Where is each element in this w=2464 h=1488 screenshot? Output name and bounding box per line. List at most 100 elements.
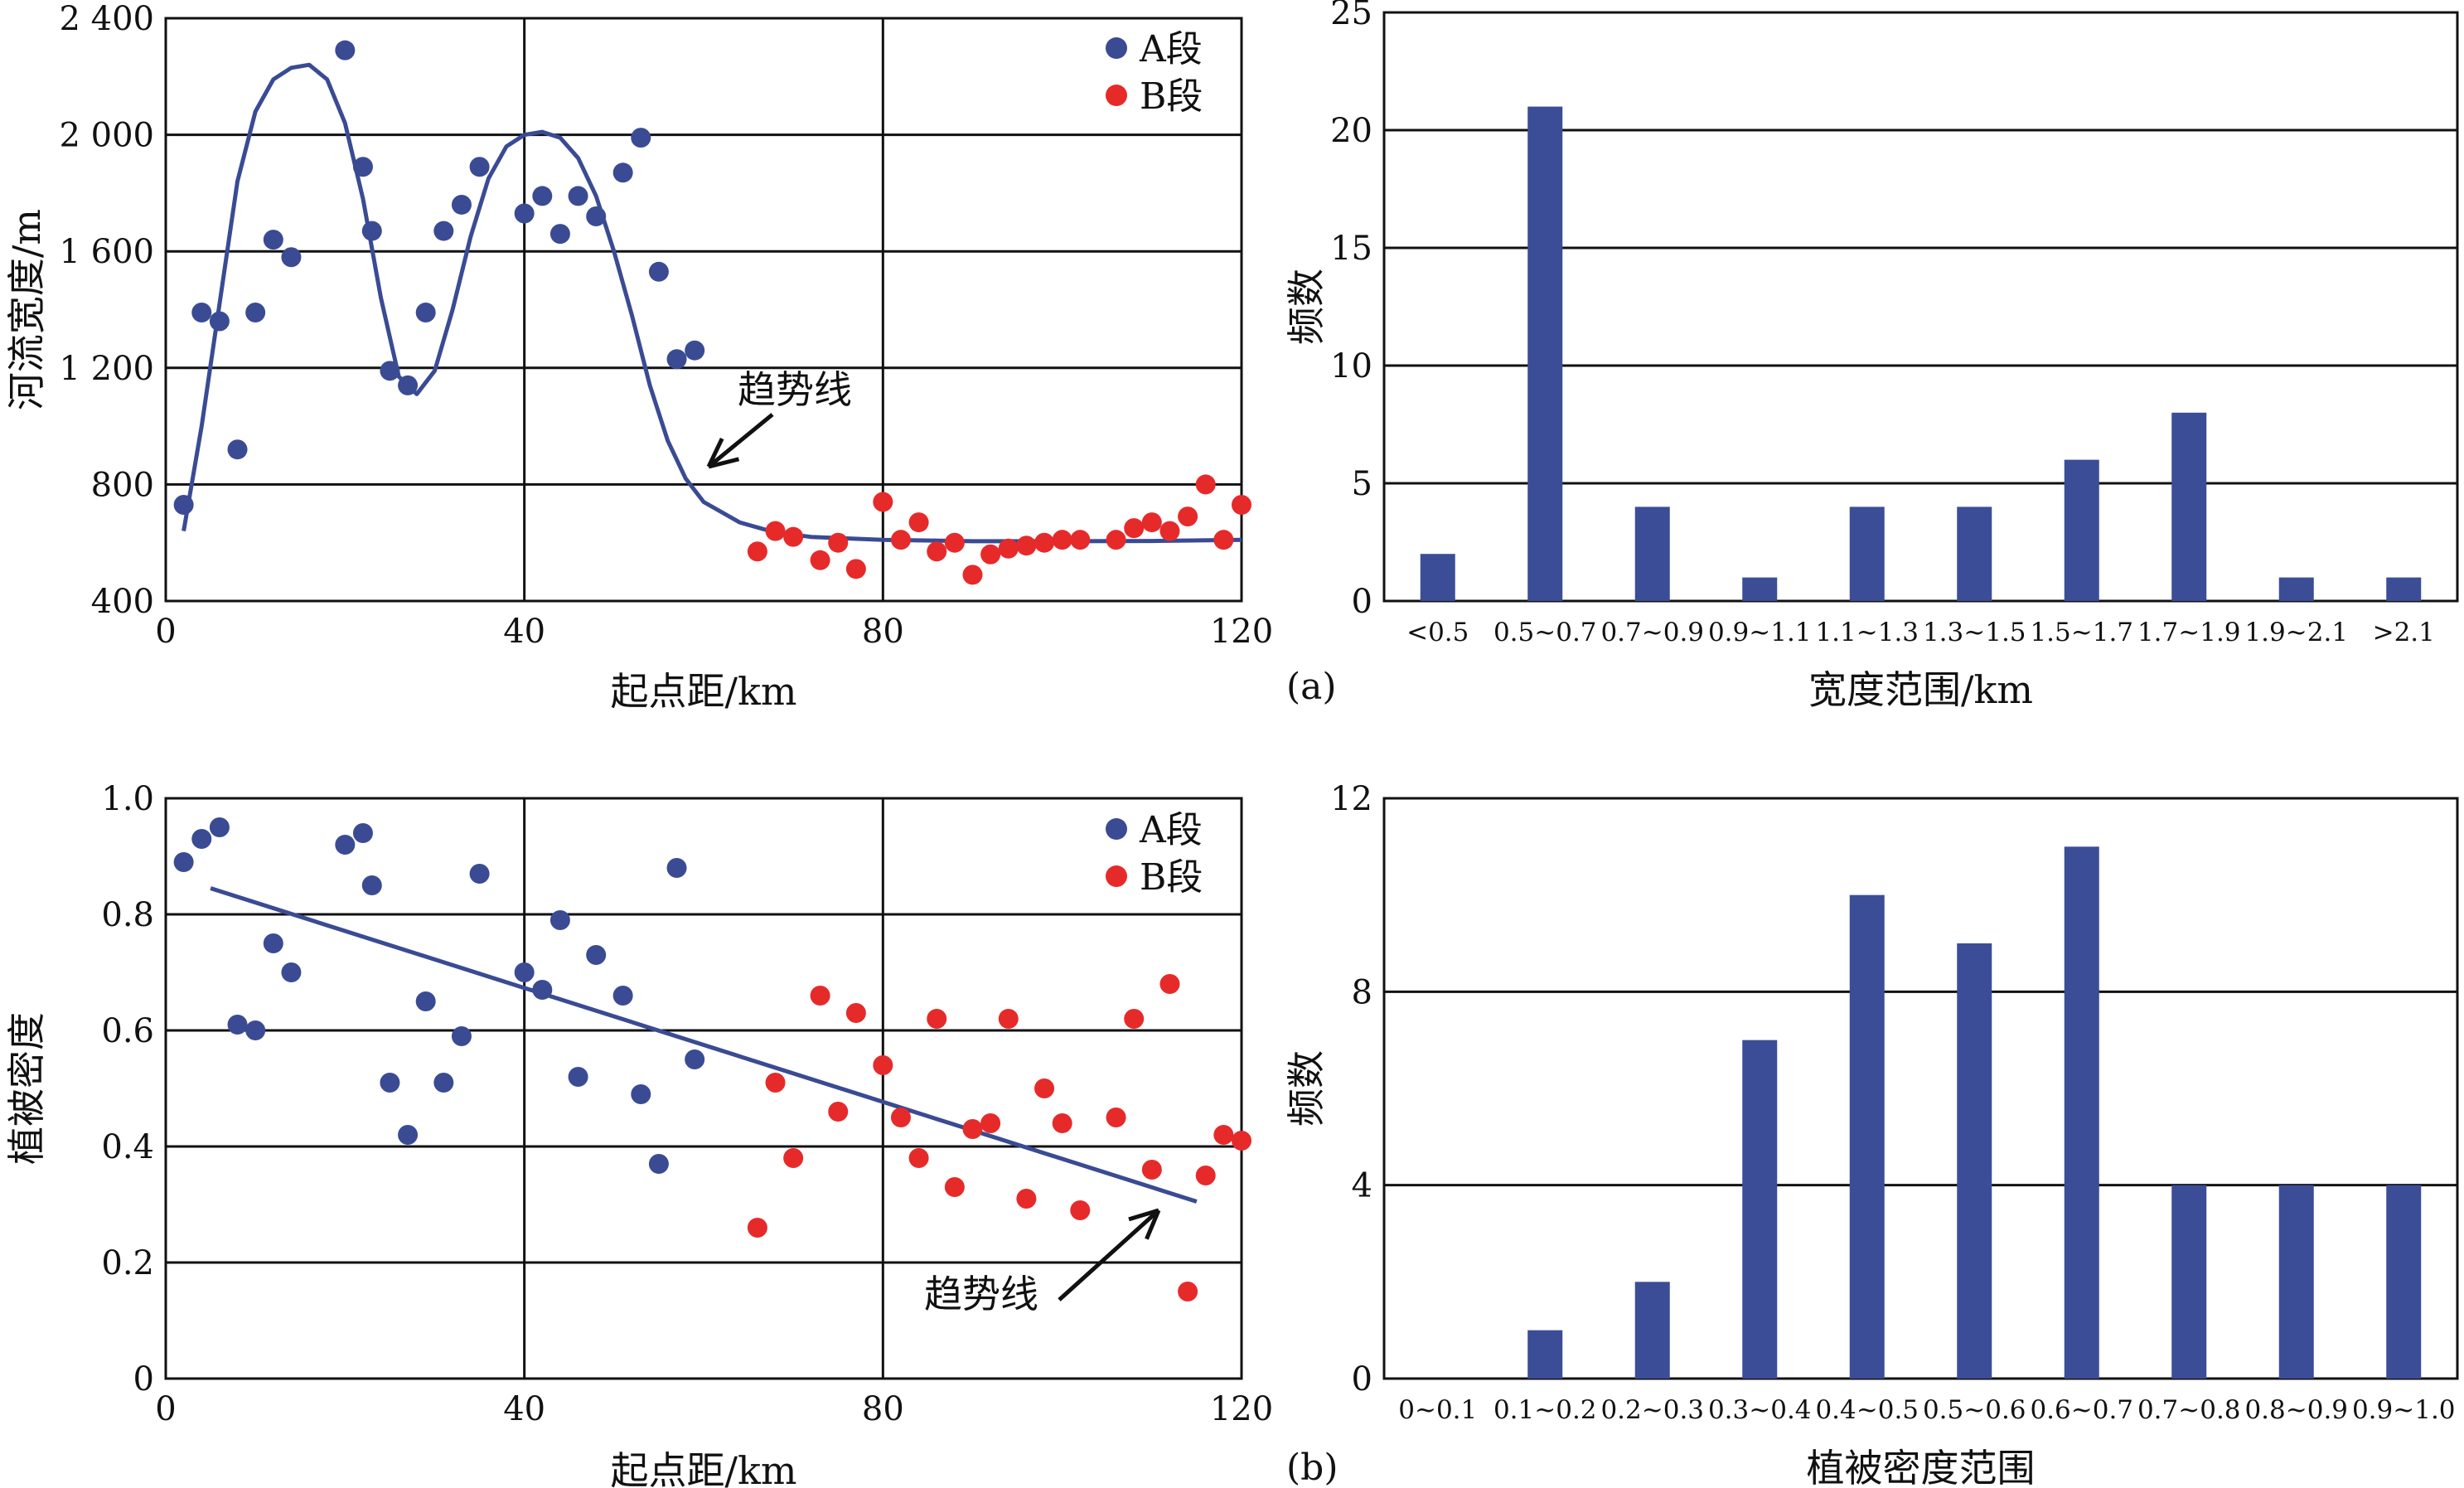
x-category-label: 0.6~0.7 [2030,1395,2133,1425]
x-category-label: 0.3~0.4 [1708,1395,1812,1425]
x-tick-label: 120 [1210,613,1273,651]
data-point-b [1141,1160,1162,1180]
data-point-b [980,544,1001,565]
histogram-bar [1527,106,1563,602]
x-tick-label: 80 [862,1390,904,1428]
panel-label-a: (a) [1286,666,1337,708]
y-tick-label: 0 [1352,583,1372,621]
legend-label-b: B段 [1140,856,1203,899]
data-point-b [783,526,804,547]
histogram-bar [1957,943,1992,1379]
data-point-a [173,495,194,516]
data-point-a [648,261,669,282]
data-point-b [845,1003,866,1023]
histogram-bar [2386,1185,2422,1379]
data-point-b [765,1073,786,1093]
data-point-a [335,40,356,61]
data-point-a [361,221,382,241]
data-point-b [873,492,893,512]
x-category-label: 1.3~1.5 [1923,618,2026,647]
histogram-bar [1527,1330,1563,1379]
y-tick-label: 10 [1330,347,1372,385]
x-category-label: >2.1 [2373,618,2435,647]
histogram-bar [2278,577,2314,601]
data-point-a [335,835,356,855]
y-tick-label: 0 [133,1360,154,1398]
data-point-b [1159,974,1180,994]
data-point-a [586,206,607,227]
data-point-a [631,1084,651,1104]
data-point-b [927,1009,947,1029]
data-point-a [352,823,373,843]
y-tick-label: 1.0 [101,780,154,818]
legend-label-b: B段 [1140,75,1203,118]
data-point-a [433,1073,454,1093]
data-point-a [415,303,436,323]
y-tick-label: 0.4 [101,1128,154,1166]
data-point-b [1195,1166,1216,1185]
y-tick-label: 25 [1330,0,1372,32]
histogram-bar [2064,846,2099,1379]
x-tick-label: 0 [155,1390,176,1428]
x-axis-label: 起点距/km [611,1448,797,1488]
data-point-a [612,986,633,1006]
data-point-a [380,361,400,381]
annotation-arrow [1058,1209,1160,1301]
data-point-a [451,194,472,215]
data-point-a [245,1020,266,1040]
data-point-a [263,230,283,250]
data-point-b [1106,1108,1126,1127]
data-point-a [227,439,248,460]
x-category-label: <0.5 [1406,618,1469,647]
histogram-bar [2386,577,2422,601]
x-category-label: 0.1~0.2 [1493,1395,1597,1425]
legend-label-a: A段 [1139,28,1203,70]
data-point-a [281,247,302,268]
histogram-bar [1742,1040,1778,1379]
data-point-a [685,1049,705,1069]
data-point-b [1178,507,1198,527]
data-point-a [568,186,588,206]
x-tick-label: 0 [155,613,176,651]
data-point-b [1178,1282,1198,1301]
y-axis-label: 频数 [1284,1050,1329,1127]
y-tick-label: 0.6 [101,1012,154,1050]
data-point-a [173,852,194,872]
legend-marker-a [1106,37,1127,59]
y-tick-label: 12 [1330,780,1372,818]
data-point-a [612,162,633,183]
data-point-a [433,221,454,241]
data-point-b [944,1177,965,1197]
data-point-a [648,1154,669,1174]
histogram-bar [2278,1185,2314,1379]
data-point-b [1034,532,1055,553]
data-point-a [532,186,553,206]
data-point-b [1106,530,1126,550]
x-category-label: 0.7~0.8 [2137,1395,2241,1425]
x-category-label: 0.8~0.9 [2244,1395,2348,1425]
histogram-bar [1742,577,1778,601]
x-category-label: 0.9~1.1 [1708,618,1812,647]
annotation-arrowhead [1128,1208,1161,1240]
y-tick-label: 2 400 [59,0,154,38]
x-category-label: 0.9~1.0 [2352,1395,2456,1425]
data-point-b [1052,1113,1072,1133]
data-point-a [685,340,705,361]
data-point-b [1052,530,1072,550]
data-point-b [890,530,911,550]
y-tick-label: 0 [1352,1360,1372,1398]
data-point-a [666,858,687,878]
data-point-a [451,1026,472,1046]
y-axis-label: 河流宽度/m [4,209,49,410]
legend-marker-a [1106,818,1127,840]
trend-line [182,62,1242,544]
data-point-b [1195,474,1216,495]
annotation-arrow [707,413,774,468]
y-axis-label: 频数 [1284,269,1329,345]
histogram-bar [1634,1282,1670,1379]
data-point-b [810,986,830,1006]
data-point-b [962,1119,983,1139]
data-point-a [415,991,436,1011]
data-point-b [980,1113,1001,1133]
data-point-a [549,910,570,930]
